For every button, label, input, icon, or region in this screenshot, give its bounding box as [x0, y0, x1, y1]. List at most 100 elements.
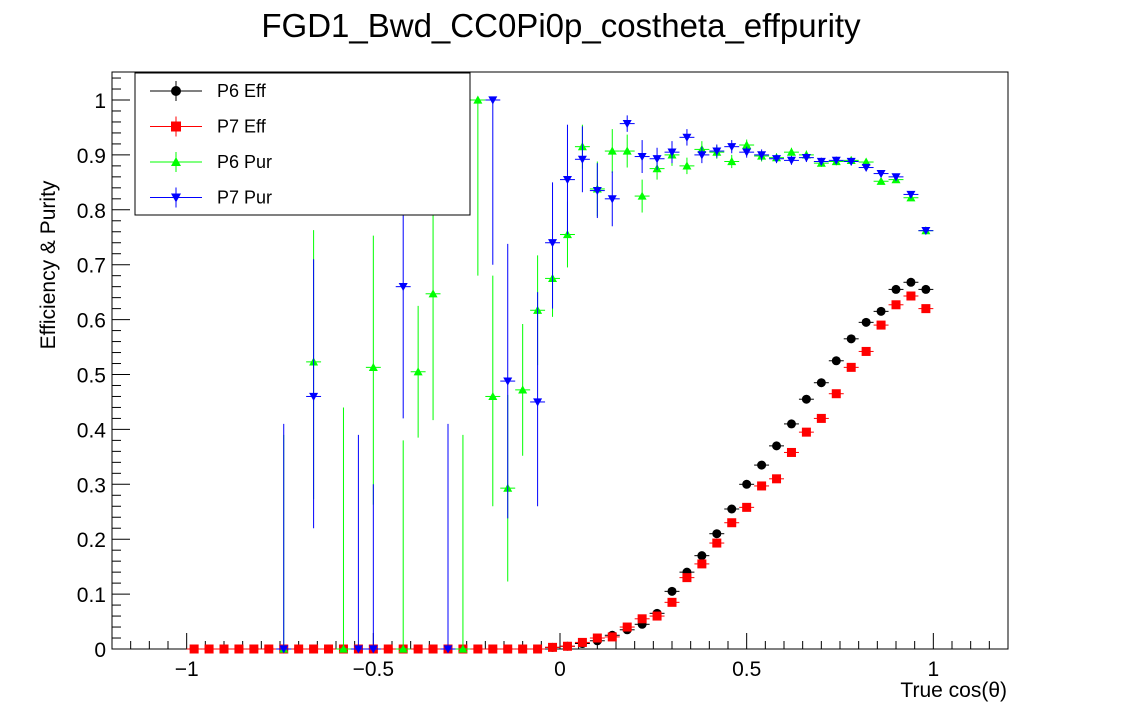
data-point	[607, 146, 617, 155]
y-tick-label: 0.2	[77, 529, 106, 552]
data-point	[577, 637, 587, 647]
data-point	[921, 304, 931, 314]
data-point	[697, 151, 707, 160]
data-point	[816, 413, 826, 423]
legend-marker	[171, 86, 181, 96]
data-point	[324, 644, 334, 654]
data-point	[876, 176, 886, 185]
data-point	[234, 644, 244, 654]
series-p6-eff	[186, 277, 934, 654]
data-point	[682, 161, 692, 170]
data-point	[353, 645, 363, 654]
data-point	[428, 644, 438, 654]
data-point	[727, 156, 737, 166]
data-point	[846, 334, 856, 344]
legend-label: P7 Pur	[217, 188, 272, 208]
data-point	[742, 502, 752, 512]
y-tick-label: 0.3	[77, 474, 106, 497]
legend-label: P6 Eff	[217, 81, 267, 101]
data-point	[458, 644, 468, 653]
data-point	[861, 157, 871, 166]
data-point	[891, 300, 901, 310]
data-point	[398, 283, 408, 292]
data-point	[473, 644, 483, 654]
legend-entry: P6 Pur	[150, 152, 272, 172]
data-point	[876, 169, 886, 179]
chart-title: FGD1_Bwd_CC0Pi0p_costheta_effpurity	[261, 7, 861, 44]
data-point	[712, 147, 722, 156]
data-point	[831, 356, 841, 366]
data-point	[786, 419, 796, 429]
data-point	[473, 95, 483, 104]
data-point	[622, 146, 632, 155]
data-point	[876, 320, 886, 330]
data-point	[801, 394, 811, 404]
data-point	[398, 644, 408, 653]
data-point	[906, 277, 916, 287]
data-point	[921, 284, 931, 294]
data-point	[816, 157, 826, 166]
data-point	[622, 120, 632, 129]
data-point	[309, 644, 319, 654]
data-point	[652, 155, 662, 164]
data-point	[533, 398, 543, 407]
y-tick-label: 0.1	[77, 584, 106, 607]
data-point	[846, 157, 856, 166]
data-point	[757, 151, 767, 160]
legend-marker	[171, 193, 181, 203]
y-tick-label: 1	[94, 90, 106, 113]
data-point	[592, 186, 602, 196]
data-point	[562, 641, 572, 651]
y-tick-label: 0.8	[77, 200, 106, 223]
legend-entry: P6 Eff	[150, 81, 267, 101]
data-point	[562, 176, 572, 185]
data-point	[906, 190, 916, 199]
data-point	[861, 346, 871, 356]
x-tick-label: −0.5	[353, 658, 394, 681]
legend: P6 Eff P7 Eff P6 Pur P7 Pur	[134, 72, 471, 216]
data-point	[637, 614, 647, 624]
data-point	[921, 227, 931, 236]
y-tick-label: 0.6	[77, 310, 106, 333]
data-point	[294, 644, 304, 654]
data-point	[831, 156, 841, 165]
data-point	[518, 644, 528, 654]
y-tick-label: 0.9	[77, 145, 106, 168]
data-point	[428, 289, 438, 298]
data-point	[667, 148, 677, 157]
data-point	[742, 140, 752, 149]
data-point	[712, 538, 722, 548]
data-point	[219, 644, 229, 654]
data-point	[488, 391, 498, 401]
y-axis: 0 0.1 0.2 0.3 0.4 0.5 0.6 0.7 0.8 0.9 1	[77, 77, 130, 662]
y-tick-label: 0.7	[77, 255, 106, 278]
data-point	[757, 460, 767, 470]
data-point	[488, 96, 498, 105]
data-point	[891, 173, 901, 182]
data-point	[772, 441, 782, 451]
data-point	[637, 152, 647, 162]
data-point	[861, 317, 871, 327]
data-point	[548, 642, 558, 652]
data-point	[861, 163, 871, 173]
data-point	[712, 529, 722, 539]
data-point	[667, 586, 677, 596]
data-point	[891, 284, 901, 294]
x-axis-title: True cos(θ)	[900, 679, 1007, 702]
data-point	[413, 644, 423, 654]
data-point	[697, 551, 707, 561]
x-tick-label: 0	[554, 658, 566, 681]
data-point	[652, 611, 662, 621]
data-point	[607, 195, 617, 204]
data-point	[906, 291, 916, 301]
data-point	[338, 644, 348, 653]
data-point	[757, 481, 767, 491]
data-point	[786, 447, 796, 457]
data-point	[249, 644, 259, 654]
data-point	[413, 367, 423, 376]
data-point	[727, 143, 737, 152]
data-point	[786, 147, 796, 156]
data-point	[727, 504, 737, 514]
legend-label: P7 Eff	[217, 117, 267, 137]
